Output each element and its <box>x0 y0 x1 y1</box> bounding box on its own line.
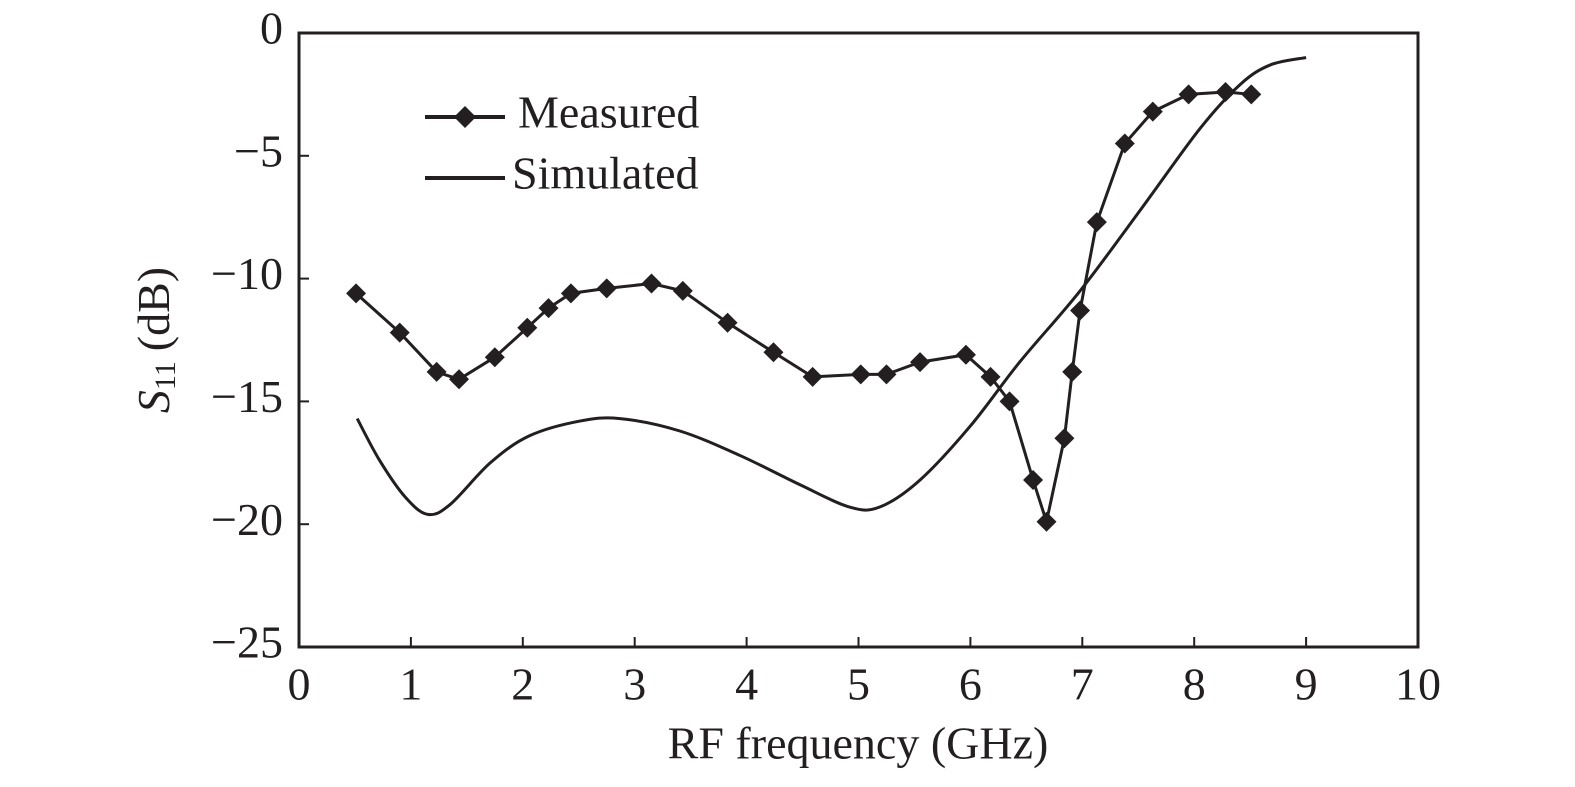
y-tick-label: −10 <box>211 248 283 299</box>
marker <box>389 322 410 343</box>
marker <box>346 283 367 304</box>
x-tick-label: 10 <box>1395 659 1441 710</box>
marker <box>955 344 976 365</box>
legend-label: Measured <box>518 87 699 138</box>
marker <box>910 352 931 373</box>
marker <box>449 369 470 390</box>
legend-marker <box>454 106 476 128</box>
y-label-symbol: S <box>128 390 179 413</box>
x-tick-label: 9 <box>1295 659 1318 710</box>
marker <box>1215 81 1236 102</box>
y-axis-label: S11 (dB) <box>128 267 182 413</box>
marker <box>999 391 1020 412</box>
marker <box>1142 101 1163 122</box>
marker <box>1086 212 1107 233</box>
marker <box>802 366 823 387</box>
y-label-unit: (dB) <box>128 267 179 351</box>
y-tick-label: −25 <box>211 617 283 668</box>
marker <box>1036 511 1057 532</box>
x-tick-label: 2 <box>511 659 534 710</box>
x-tick-label: 8 <box>1183 659 1206 710</box>
marker <box>850 364 871 385</box>
marker <box>641 273 662 294</box>
marker <box>876 364 897 385</box>
marker <box>1070 300 1091 321</box>
x-tick-label: 6 <box>959 659 982 710</box>
legend-label: Simulated <box>512 148 699 199</box>
marker <box>672 280 693 301</box>
marker <box>426 361 447 382</box>
marker <box>1241 84 1262 105</box>
marker <box>1023 469 1044 490</box>
x-tick-label: 0 <box>288 659 311 710</box>
x-tick-label: 5 <box>847 659 870 710</box>
y-label-subscript: 11 <box>149 361 182 390</box>
marker <box>517 317 538 338</box>
y-tick-label: 0 <box>260 3 283 54</box>
x-axis-label: RF frequency (GHz) <box>668 718 1049 769</box>
series-line <box>355 90 1252 528</box>
marker <box>717 312 738 333</box>
series-line <box>355 56 1307 517</box>
y-tick-label: −15 <box>211 371 283 422</box>
marker <box>538 298 559 319</box>
x-tick-label: 1 <box>399 659 422 710</box>
x-tick-label: 3 <box>623 659 646 710</box>
marker <box>560 283 581 304</box>
marker <box>484 347 505 368</box>
y-tick-label: −5 <box>234 125 283 176</box>
marker <box>1178 84 1199 105</box>
marker <box>980 366 1001 387</box>
x-tick-label: 7 <box>1071 659 1094 710</box>
marker <box>1114 133 1135 154</box>
marker <box>763 342 784 363</box>
marker <box>596 278 617 299</box>
marker <box>1054 428 1075 449</box>
y-tick-label: −20 <box>211 494 283 545</box>
marker <box>1062 361 1083 382</box>
x-tick-label: 4 <box>735 659 758 710</box>
